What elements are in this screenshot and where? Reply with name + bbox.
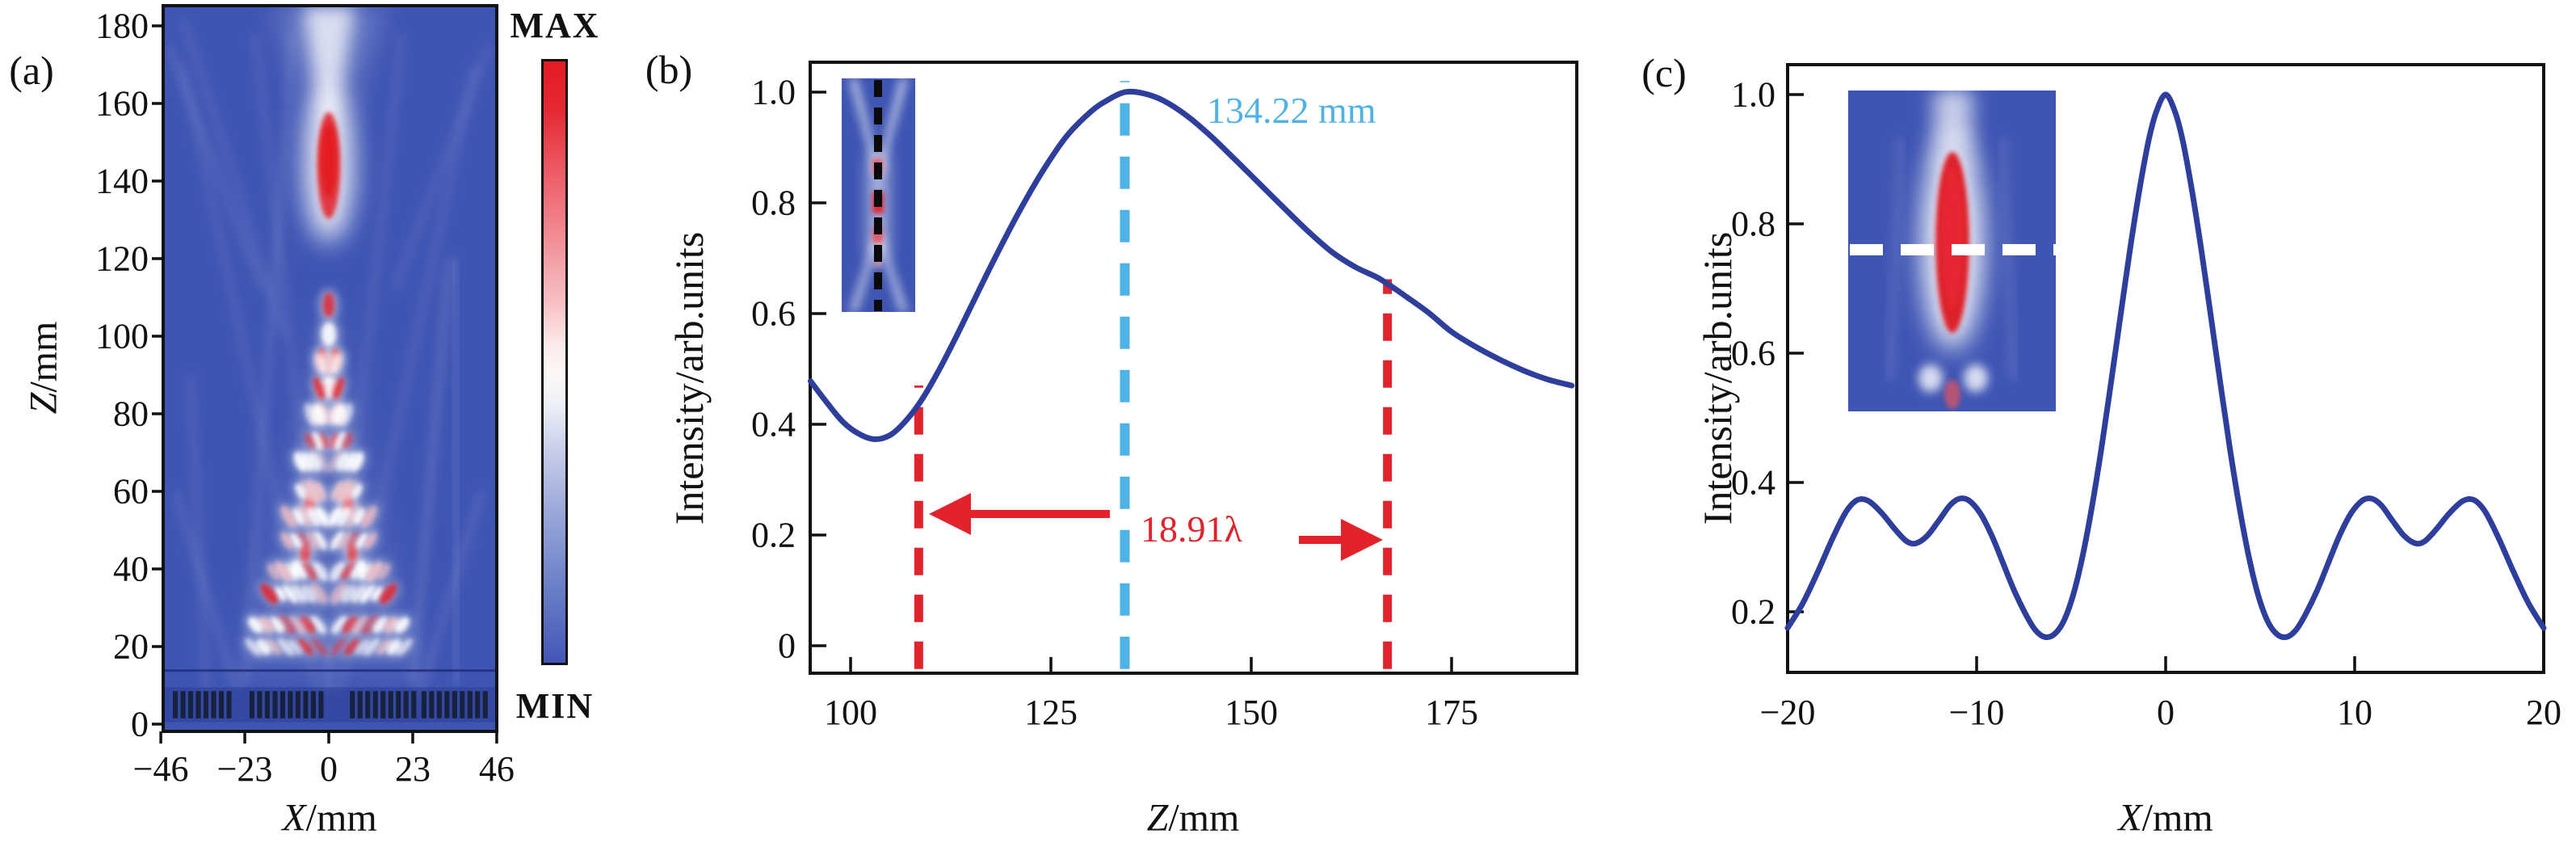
a-x-tick-label: −46 bbox=[132, 749, 189, 789]
c-y-tick-label: 0.2 bbox=[1731, 592, 1775, 632]
colorbar-min-label: MIN bbox=[515, 686, 595, 726]
a-x-tick-label: 0 bbox=[320, 749, 338, 789]
a-y-tick-label: 60 bbox=[113, 471, 149, 512]
a-y-tick-label: 0 bbox=[131, 704, 149, 744]
b-x-tick-label: 175 bbox=[1425, 693, 1478, 732]
b-plot-box bbox=[809, 61, 1578, 675]
b-x-tick-label: 150 bbox=[1225, 693, 1278, 732]
a-x-tick-label: 23 bbox=[394, 749, 431, 789]
panel-c-letter: (c) bbox=[1641, 50, 1687, 95]
b-y-tick-label: 0 bbox=[778, 626, 796, 666]
b-x-tick-label: 100 bbox=[824, 693, 877, 732]
colorbar-max-label: MAX bbox=[510, 6, 600, 45]
b-y-tick-label: 0.4 bbox=[751, 404, 796, 444]
c-x-tick-label: 10 bbox=[2337, 693, 2372, 732]
b-y-tick-label: 0.8 bbox=[751, 183, 796, 223]
b-x-tick-label: 125 bbox=[1024, 693, 1078, 732]
a-y-tick-label: 120 bbox=[95, 238, 149, 279]
a-x-tick-label: −23 bbox=[216, 749, 273, 789]
dof-right-arrow bbox=[1299, 519, 1383, 561]
c-y-tick-label: 0.8 bbox=[1731, 204, 1775, 244]
panel-c-x-var: X bbox=[2118, 796, 2142, 840]
dof-left-arrow bbox=[929, 493, 1110, 535]
c-x-tick-label: −10 bbox=[1948, 693, 2005, 732]
c-y-tick-label: 0.6 bbox=[1731, 333, 1775, 373]
panel-b-inset-field-image bbox=[842, 78, 915, 312]
focal-distance-annotation: 134.22 mm bbox=[1207, 90, 1376, 131]
a-y-tick-label: 140 bbox=[95, 161, 149, 201]
heatmap-a bbox=[163, 6, 497, 731]
c-y-tick-label: 0.4 bbox=[1731, 462, 1775, 503]
panel-b-x-axis-label: Z/mm bbox=[1147, 796, 1240, 840]
b-y-tick-label: 1.0 bbox=[751, 72, 796, 112]
c-y-tick-label: 1.0 bbox=[1731, 74, 1775, 115]
a-y-tick-label: 20 bbox=[113, 626, 149, 667]
b-y-tick-label: 0.6 bbox=[751, 293, 796, 334]
panel-a-x-axis-label: X/mm bbox=[282, 796, 376, 840]
colorbar-gradient bbox=[541, 59, 568, 665]
panel-a-x-unit: /mm bbox=[305, 796, 377, 840]
depth-of-focus-annotation: 18.91λ bbox=[1141, 508, 1242, 550]
a-y-tick-label: 180 bbox=[95, 6, 149, 46]
a-y-tick-label: 100 bbox=[95, 316, 149, 356]
panel-b-x-unit: /mm bbox=[1168, 796, 1240, 840]
transverse-intensity-curve bbox=[1784, 91, 2547, 641]
panel-a-letter: (a) bbox=[9, 48, 54, 93]
a-y-tick-label: 80 bbox=[113, 394, 149, 434]
c-x-tick-label: −20 bbox=[1759, 693, 1816, 732]
a-x-tick-label: 46 bbox=[478, 749, 515, 789]
c-x-tick-label: 20 bbox=[2526, 693, 2561, 732]
c-x-tick-label: 0 bbox=[2157, 693, 2175, 732]
axial-intensity-curve bbox=[807, 88, 1575, 443]
panel-b-letter: (b) bbox=[645, 47, 693, 92]
a-y-tick-label: 160 bbox=[95, 83, 149, 124]
panel-c-x-unit: /mm bbox=[2141, 796, 2213, 840]
panel-b-x-var: Z bbox=[1146, 796, 1169, 840]
panel-a-x-var: X bbox=[282, 796, 306, 840]
b-y-tick-label: 0.2 bbox=[751, 515, 796, 555]
a-y-tick-label: 40 bbox=[113, 549, 149, 589]
panel-c-inset-field-image bbox=[1848, 91, 2056, 411]
panel-c-x-axis-label: X/mm bbox=[2118, 796, 2213, 840]
